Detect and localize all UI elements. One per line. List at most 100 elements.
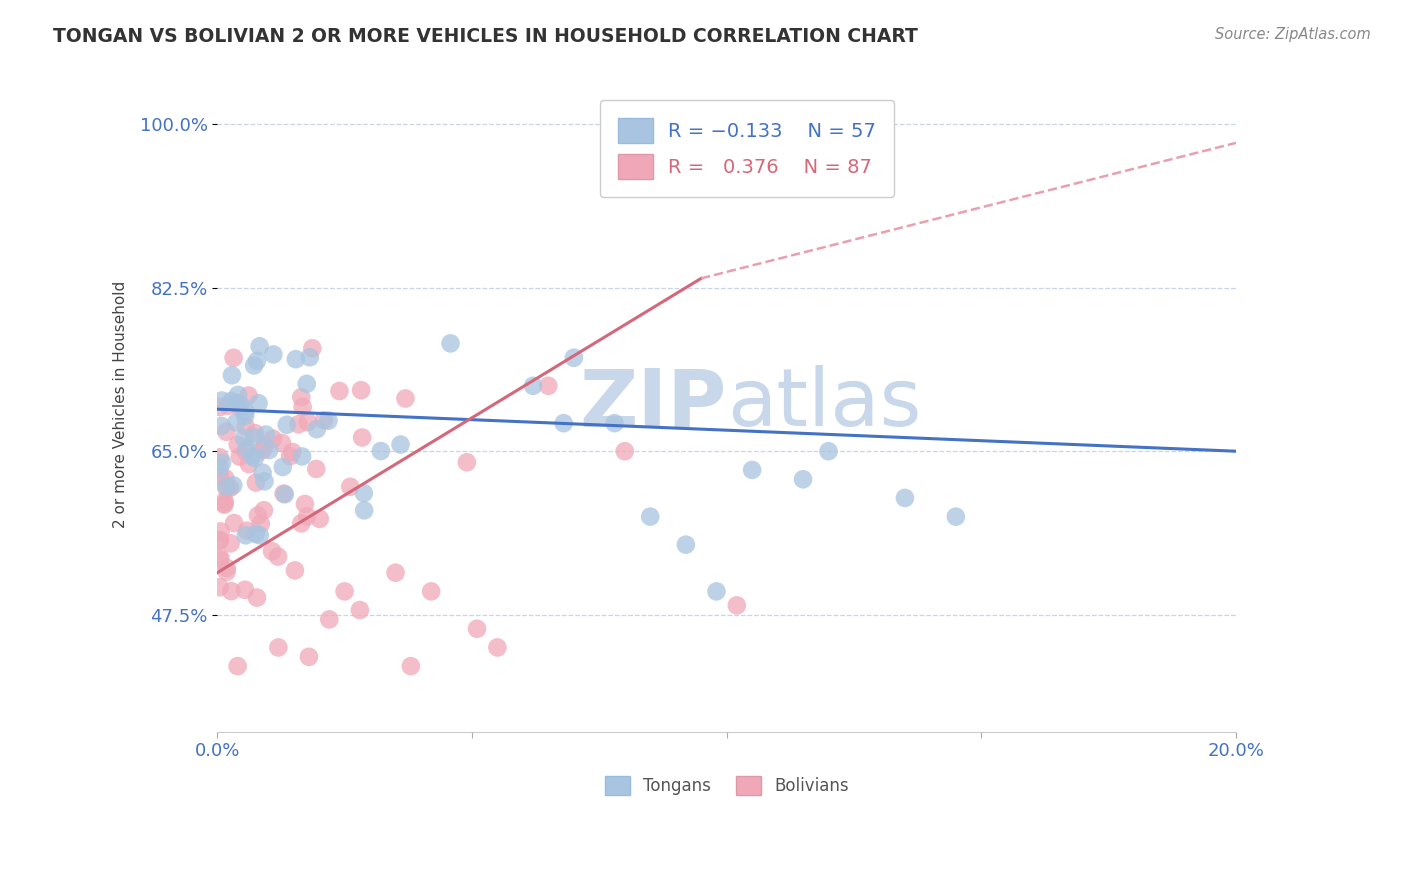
Point (208, 461, 231, 475)
Point (465, 622, 488, 636)
Y-axis label: 2 or more Vehicles in Household: 2 or more Vehicles in Household (114, 281, 128, 528)
Point (399, 659, 422, 673)
Point (215, 479, 238, 493)
Point (537, 379, 560, 393)
Point (235, 419, 257, 434)
Point (254, 427, 277, 442)
Point (271, 436, 294, 450)
Point (253, 503, 276, 517)
Point (253, 438, 276, 452)
Point (226, 659, 249, 673)
Point (281, 445, 304, 459)
Point (233, 409, 256, 423)
Point (305, 422, 328, 436)
Point (328, 384, 350, 398)
Point (675, 538, 697, 552)
Point (287, 417, 309, 432)
Point (243, 451, 266, 466)
Point (215, 561, 238, 575)
Point (243, 426, 266, 441)
Point (208, 533, 231, 548)
Point (817, 444, 839, 458)
Point (243, 430, 266, 444)
Point (229, 450, 252, 464)
Point (522, 379, 544, 393)
Point (245, 526, 267, 541)
Point (226, 396, 249, 410)
Point (219, 393, 242, 408)
Point (235, 404, 257, 418)
Point (792, 472, 814, 486)
Point (706, 584, 728, 599)
Point (349, 603, 371, 617)
Legend: Tongans, Bolivians: Tongans, Bolivians (598, 769, 855, 802)
Point (456, 455, 478, 469)
Point (209, 550, 232, 565)
Point (246, 354, 269, 368)
Point (267, 640, 290, 655)
Point (384, 566, 406, 580)
Point (249, 528, 271, 542)
Point (222, 351, 245, 365)
Point (290, 516, 312, 531)
Point (250, 516, 273, 531)
Point (247, 396, 270, 410)
Point (212, 498, 235, 512)
Point (894, 491, 917, 505)
Point (243, 359, 266, 373)
Point (238, 388, 260, 402)
Point (229, 401, 252, 415)
Point (267, 549, 290, 564)
Point (222, 516, 245, 530)
Point (246, 508, 269, 523)
Point (208, 450, 231, 465)
Point (245, 475, 267, 490)
Point (252, 466, 274, 480)
Point (221, 584, 243, 599)
Point (439, 336, 461, 351)
Point (211, 455, 233, 469)
Point (308, 512, 330, 526)
Point (242, 449, 264, 463)
Point (318, 612, 340, 626)
Point (214, 471, 236, 485)
Point (350, 383, 373, 397)
Point (238, 457, 260, 471)
Point (333, 584, 356, 599)
Point (638, 509, 661, 524)
Point (298, 649, 321, 664)
Point (284, 352, 307, 367)
Point (291, 400, 314, 414)
Point (209, 418, 232, 433)
Point (353, 486, 375, 500)
Point (214, 494, 236, 508)
Point (253, 475, 276, 489)
Point (233, 582, 256, 597)
Text: ZIP: ZIP (579, 366, 727, 443)
Text: atlas: atlas (727, 366, 921, 443)
Point (235, 444, 257, 458)
Point (284, 563, 307, 577)
Point (353, 503, 375, 517)
Point (222, 478, 245, 492)
Text: TONGAN VS BOLIVIAN 2 OR MORE VEHICLES IN HOUSEHOLD CORRELATION CHART: TONGAN VS BOLIVIAN 2 OR MORE VEHICLES IN… (53, 27, 918, 45)
Point (262, 347, 284, 361)
Point (262, 432, 284, 446)
Point (226, 438, 249, 452)
Point (232, 431, 254, 445)
Point (420, 584, 443, 599)
Point (352, 430, 374, 444)
Point (276, 417, 298, 432)
Point (290, 390, 312, 404)
Point (229, 397, 252, 411)
Point (278, 449, 301, 463)
Point (252, 443, 274, 458)
Point (274, 487, 297, 501)
Point (211, 393, 233, 408)
Point (553, 416, 575, 430)
Point (208, 552, 231, 566)
Point (301, 341, 323, 355)
Point (217, 399, 239, 413)
Point (291, 450, 314, 464)
Point (318, 414, 340, 428)
